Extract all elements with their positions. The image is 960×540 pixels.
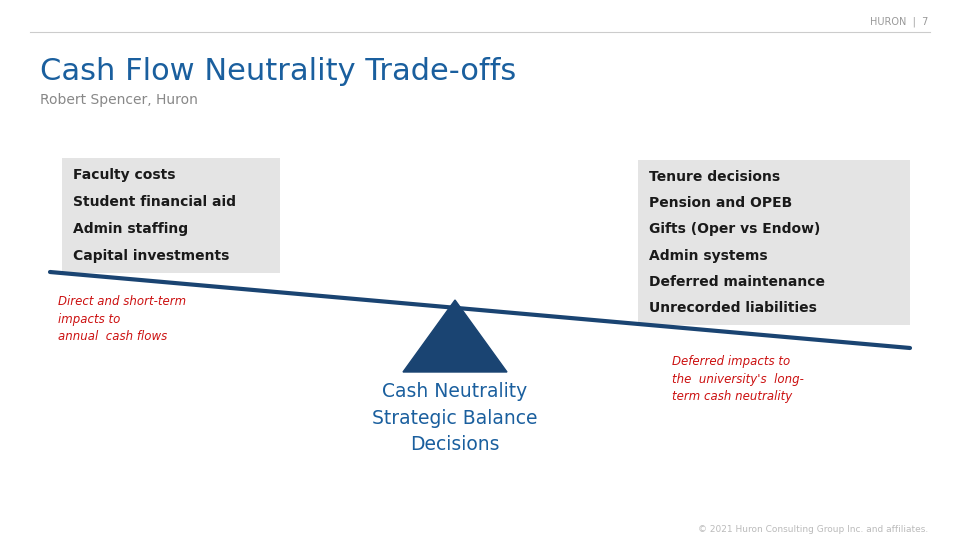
Text: Deferred impacts to
the  university's  long-
term cash neutrality: Deferred impacts to the university's lon… (672, 355, 804, 403)
Text: Direct and short-term
impacts to
annual  cash flows: Direct and short-term impacts to annual … (58, 295, 186, 343)
Text: Robert Spencer, Huron: Robert Spencer, Huron (40, 93, 198, 107)
Text: Gifts (Oper vs Endow): Gifts (Oper vs Endow) (649, 222, 821, 237)
Text: Faculty costs: Faculty costs (73, 168, 176, 183)
Text: Tenure decisions: Tenure decisions (649, 170, 780, 184)
Text: Pension and OPEB: Pension and OPEB (649, 196, 792, 210)
FancyBboxPatch shape (62, 158, 280, 273)
Text: Cash Flow Neutrality Trade-offs: Cash Flow Neutrality Trade-offs (40, 57, 516, 86)
Text: Deferred maintenance: Deferred maintenance (649, 275, 825, 289)
Text: © 2021 Huron Consulting Group Inc. and affiliates.: © 2021 Huron Consulting Group Inc. and a… (698, 525, 928, 535)
Text: Admin staffing: Admin staffing (73, 222, 188, 236)
Text: Student financial aid: Student financial aid (73, 195, 236, 209)
Text: Admin systems: Admin systems (649, 248, 768, 262)
Text: Capital investments: Capital investments (73, 248, 229, 262)
FancyBboxPatch shape (638, 160, 910, 325)
Text: HURON  |  7: HURON | 7 (870, 17, 928, 27)
Text: Unrecorded liabilities: Unrecorded liabilities (649, 301, 817, 315)
Text: Cash Neutrality
Strategic Balance
Decisions: Cash Neutrality Strategic Balance Decisi… (372, 382, 538, 454)
Polygon shape (403, 300, 507, 372)
